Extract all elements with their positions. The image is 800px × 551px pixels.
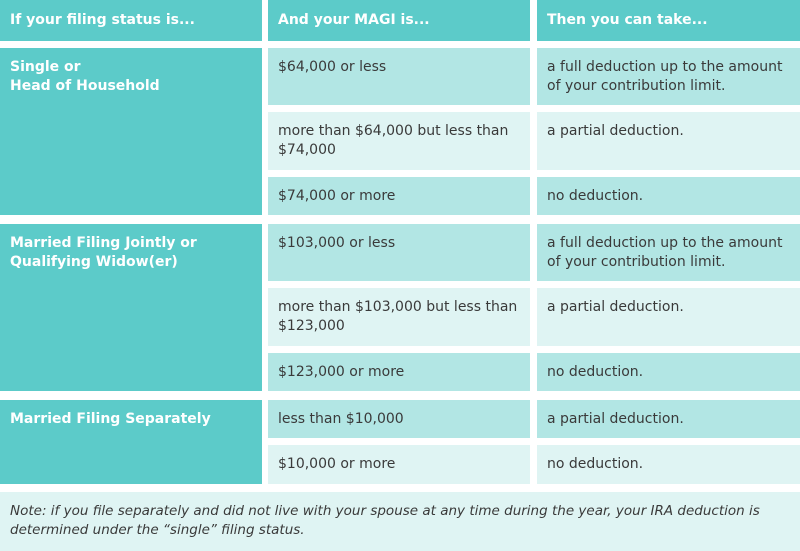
magi-cell: $103,000 or less <box>268 224 530 281</box>
deduction-cell: a partial deduction. <box>537 400 800 438</box>
magi-cell: $123,000 or more <box>268 353 530 391</box>
deduction-cell: a full deduction up to the amount of you… <box>537 224 800 281</box>
header-cell: Then you can take... <box>537 0 800 41</box>
deduction-cell: no deduction. <box>537 445 800 484</box>
deduction-cell: no deduction. <box>537 353 800 391</box>
magi-cell: $64,000 or less <box>268 48 530 105</box>
deduction-cell: a full deduction up to the amount of you… <box>537 48 800 105</box>
status-cell: Married Filing Separately <box>0 400 262 484</box>
deduction-cell: a partial deduction. <box>537 112 800 170</box>
status-cell: Single or Head of Household <box>0 48 262 215</box>
magi-cell: $10,000 or more <box>268 445 530 484</box>
header-cell: And your MAGI is... <box>268 0 530 41</box>
note: Note: if you file separately and did not… <box>0 492 800 551</box>
magi-cell: less than $10,000 <box>268 400 530 438</box>
deduction-cell: no deduction. <box>537 177 800 215</box>
magi-cell: $74,000 or more <box>268 177 530 215</box>
magi-cell: more than $64,000 but less than $74,000 <box>268 112 530 170</box>
header-cell: If your filing status is... <box>0 0 262 41</box>
deduction-cell: a partial deduction. <box>537 288 800 346</box>
magi-cell: more than $103,000 but less than $123,00… <box>268 288 530 346</box>
status-cell: Married Filing Jointly or Qualifying Wid… <box>0 224 262 391</box>
